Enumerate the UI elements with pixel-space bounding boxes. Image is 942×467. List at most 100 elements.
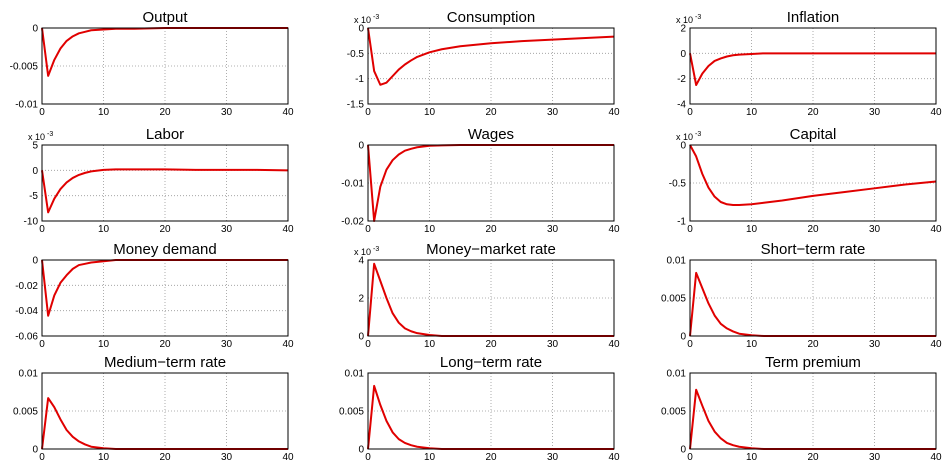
plot-frame bbox=[689, 259, 937, 337]
y-tick-label: -0.06 bbox=[15, 332, 38, 343]
plot-frame bbox=[41, 372, 289, 450]
y-tick-label: 0 bbox=[358, 141, 364, 152]
x-tick-label: 0 bbox=[687, 224, 693, 235]
x-tick-label: 10 bbox=[98, 339, 110, 350]
plot-frame bbox=[367, 259, 615, 337]
plot-background bbox=[42, 145, 288, 221]
scale-base: x 10 bbox=[676, 15, 693, 25]
axis-scale-label: x 10 -3 bbox=[354, 246, 379, 257]
chart-title: Capital bbox=[790, 126, 837, 143]
x-tick-label: 20 bbox=[807, 107, 819, 118]
plot-frame bbox=[689, 372, 937, 450]
line-series bbox=[367, 27, 615, 86]
x-tick-label: 20 bbox=[485, 224, 497, 235]
chart-title: Consumption bbox=[447, 9, 535, 26]
x-tick-label: 30 bbox=[547, 339, 559, 350]
scale-base: x 10 bbox=[28, 132, 45, 142]
plot-frame bbox=[41, 144, 289, 222]
y-tick-label: -0.01 bbox=[341, 179, 364, 190]
y-tick-label: -0.5 bbox=[347, 49, 365, 60]
y-tick-label: 0 bbox=[32, 24, 38, 35]
x-tick-label: 20 bbox=[807, 224, 819, 235]
y-tick-label: -2 bbox=[677, 74, 686, 85]
plot-frame bbox=[367, 144, 615, 222]
x-tick-label: 40 bbox=[282, 452, 294, 463]
x-tick-label: 0 bbox=[39, 107, 45, 118]
scale-base: x 10 bbox=[354, 15, 371, 25]
x-tick-label: 10 bbox=[746, 339, 758, 350]
y-tick-label: 0 bbox=[680, 49, 686, 60]
y-tick-label: 0 bbox=[680, 445, 686, 456]
x-tick-label: 40 bbox=[282, 224, 294, 235]
scale-exponent: -3 bbox=[373, 246, 379, 253]
y-tick-label: 0.01 bbox=[19, 369, 39, 380]
axis-scale-label: x 10 -3 bbox=[354, 14, 379, 25]
x-tick-label: 40 bbox=[930, 452, 942, 463]
plot-frame bbox=[367, 27, 615, 105]
x-tick-label: 30 bbox=[221, 224, 233, 235]
y-tick-label: -0.02 bbox=[341, 217, 364, 228]
plot-background bbox=[42, 260, 288, 336]
x-tick-label: 30 bbox=[869, 224, 881, 235]
x-tick-label: 20 bbox=[159, 452, 171, 463]
y-tick-label: 0 bbox=[358, 445, 364, 456]
axis-scale-label: x 10 -3 bbox=[676, 131, 701, 142]
x-tick-label: 10 bbox=[746, 224, 758, 235]
x-tick-label: 40 bbox=[930, 339, 942, 350]
y-tick-label: -5 bbox=[29, 191, 38, 202]
x-tick-label: 0 bbox=[365, 339, 371, 350]
y-tick-label: -0.04 bbox=[15, 306, 38, 317]
y-tick-label: 0.01 bbox=[667, 369, 687, 380]
x-tick-label: 0 bbox=[365, 107, 371, 118]
x-tick-label: 20 bbox=[159, 107, 171, 118]
chart-title: Long−term rate bbox=[440, 354, 542, 371]
x-tick-label: 20 bbox=[807, 339, 819, 350]
chart-title: Short−term rate bbox=[761, 241, 866, 258]
x-tick-label: 10 bbox=[424, 452, 436, 463]
y-tick-label: -10 bbox=[24, 217, 39, 228]
y-tick-label: 4 bbox=[358, 256, 364, 267]
y-tick-label: 0.01 bbox=[345, 369, 365, 380]
y-tick-label: -1.5 bbox=[347, 100, 365, 111]
chart-title: Labor bbox=[146, 126, 184, 143]
x-tick-label: 0 bbox=[39, 452, 45, 463]
chart-title: Wages bbox=[468, 126, 514, 143]
y-tick-label: 2 bbox=[358, 294, 364, 305]
y-tick-label: -1 bbox=[677, 217, 686, 228]
x-tick-label: 0 bbox=[687, 107, 693, 118]
line-series bbox=[689, 144, 937, 207]
x-tick-label: 10 bbox=[98, 107, 110, 118]
scale-exponent: -3 bbox=[373, 14, 379, 21]
x-tick-label: 40 bbox=[608, 224, 620, 235]
chart-title: Inflation bbox=[787, 9, 840, 26]
x-tick-label: 0 bbox=[39, 339, 45, 350]
x-tick-label: 10 bbox=[424, 224, 436, 235]
x-tick-label: 40 bbox=[282, 107, 294, 118]
x-tick-label: 0 bbox=[687, 339, 693, 350]
plot-frame bbox=[41, 27, 289, 105]
x-tick-label: 40 bbox=[282, 339, 294, 350]
y-tick-label: 0 bbox=[358, 24, 364, 35]
x-tick-label: 40 bbox=[930, 224, 942, 235]
x-tick-label: 40 bbox=[608, 339, 620, 350]
scale-exponent: -3 bbox=[47, 131, 53, 138]
x-tick-label: 10 bbox=[98, 224, 110, 235]
scale-exponent: -3 bbox=[695, 14, 701, 21]
y-tick-label: -0.02 bbox=[15, 281, 38, 292]
x-tick-label: 20 bbox=[807, 452, 819, 463]
x-tick-label: 30 bbox=[221, 452, 233, 463]
x-tick-label: 30 bbox=[869, 339, 881, 350]
x-tick-label: 10 bbox=[746, 452, 758, 463]
plot-frame bbox=[689, 27, 937, 105]
line-series bbox=[41, 168, 289, 214]
y-tick-label: 5 bbox=[32, 141, 38, 152]
y-tick-label: 0.005 bbox=[13, 407, 38, 418]
y-tick-label: 0 bbox=[32, 256, 38, 267]
chart-title: Output bbox=[142, 9, 188, 26]
x-tick-label: 30 bbox=[869, 107, 881, 118]
x-tick-label: 10 bbox=[424, 107, 436, 118]
x-tick-label: 30 bbox=[547, 107, 559, 118]
y-tick-label: 0 bbox=[680, 332, 686, 343]
